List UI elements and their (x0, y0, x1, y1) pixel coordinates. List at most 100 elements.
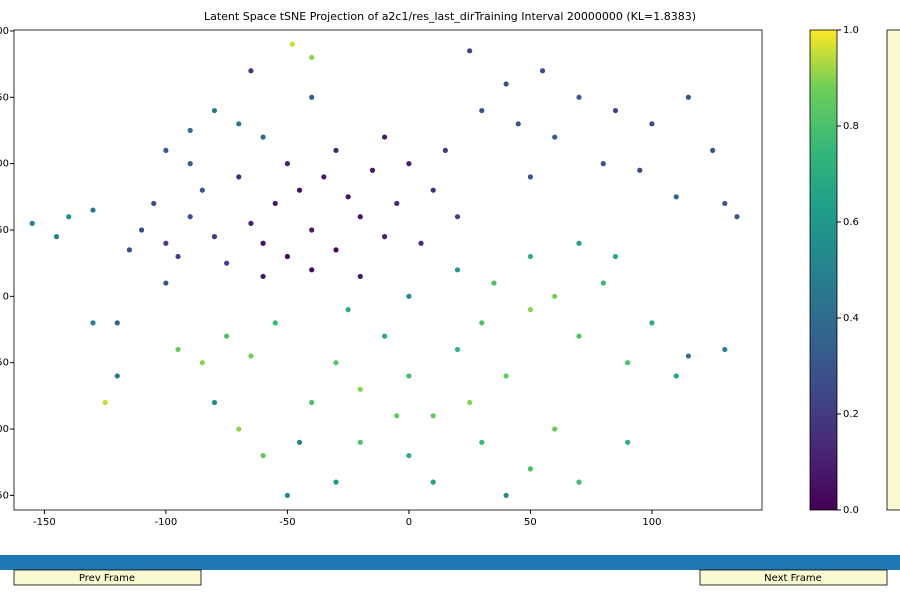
point (333, 247, 339, 253)
x-tick-label: 50 (524, 517, 537, 528)
x-tick-label: -50 (279, 517, 295, 528)
point (442, 147, 448, 153)
point (284, 161, 290, 167)
point (576, 333, 582, 339)
point (406, 293, 412, 299)
point (381, 333, 388, 339)
point (394, 200, 400, 207)
point (175, 253, 181, 260)
point (333, 360, 339, 366)
point (260, 452, 266, 459)
point (29, 220, 35, 226)
point (491, 280, 497, 286)
point (503, 81, 509, 87)
point (527, 307, 534, 313)
point (236, 174, 242, 180)
point (187, 214, 193, 220)
point (333, 479, 339, 485)
y-tick-label: 50 (0, 92, 9, 103)
point (394, 413, 400, 419)
point (102, 399, 108, 406)
colorbar-tick-label: 0.4 (843, 313, 859, 324)
point (734, 214, 740, 220)
point (309, 54, 315, 61)
point (515, 121, 521, 127)
point (430, 479, 436, 485)
point (552, 134, 558, 140)
y-tick-label: 0 (3, 291, 9, 302)
frame-slider[interactable] (0, 555, 900, 570)
point (53, 234, 60, 240)
point (685, 94, 691, 100)
point (369, 167, 376, 173)
point (199, 360, 205, 366)
point (552, 426, 558, 432)
point (357, 214, 363, 220)
point (503, 373, 509, 379)
point (272, 200, 278, 207)
point (673, 194, 679, 200)
point (467, 48, 473, 54)
point (309, 227, 315, 233)
point (248, 353, 254, 359)
point (600, 280, 606, 286)
point (260, 273, 266, 280)
colorbar-tick-label: 1.0 (843, 25, 859, 36)
point (418, 240, 424, 246)
point (284, 492, 290, 499)
plot-area (14, 30, 762, 510)
y-tick-label: 50 (0, 358, 9, 369)
point (527, 174, 534, 180)
x-tick-label: 100 (642, 517, 661, 528)
point (710, 147, 716, 153)
point (236, 121, 242, 127)
point (138, 227, 145, 233)
point (357, 439, 363, 445)
point (454, 214, 461, 220)
point (289, 41, 295, 47)
point (236, 426, 242, 432)
point (333, 147, 339, 153)
point (600, 161, 606, 167)
point (260, 240, 266, 246)
x-tick-label: 0 (406, 517, 412, 528)
point (479, 107, 485, 114)
point (224, 333, 230, 339)
x-tick-label: -150 (33, 517, 56, 528)
point (296, 187, 303, 193)
prev-button[interactable] (13, 569, 202, 586)
colorbar-tick-label: 0.8 (843, 121, 859, 132)
point (126, 247, 133, 253)
point (199, 187, 205, 193)
point (527, 253, 534, 260)
point (430, 413, 436, 419)
point (649, 121, 655, 127)
point (381, 134, 388, 140)
point (479, 439, 485, 445)
point (357, 386, 363, 392)
point (527, 466, 534, 472)
point (309, 267, 315, 273)
point (248, 220, 254, 226)
y-tick-label: 50 (0, 225, 9, 236)
next-button[interactable] (699, 569, 888, 586)
point (722, 200, 728, 207)
point (211, 399, 218, 406)
next-button-label[interactable]: Next Frame (764, 573, 822, 584)
point (685, 353, 691, 359)
point (272, 320, 278, 326)
point (649, 320, 655, 326)
point (345, 307, 351, 313)
colorbar (809, 29, 838, 511)
point (406, 452, 412, 459)
point (381, 234, 388, 240)
point (612, 253, 619, 260)
point (345, 194, 351, 200)
point (576, 479, 582, 485)
point (454, 267, 461, 273)
prev-button-label[interactable]: Prev Frame (79, 573, 135, 584)
point (260, 134, 266, 140)
y-tick-label: 00 (0, 424, 9, 435)
chart-title: Latent Space tSNE Projection of a2c1/res… (204, 10, 696, 23)
